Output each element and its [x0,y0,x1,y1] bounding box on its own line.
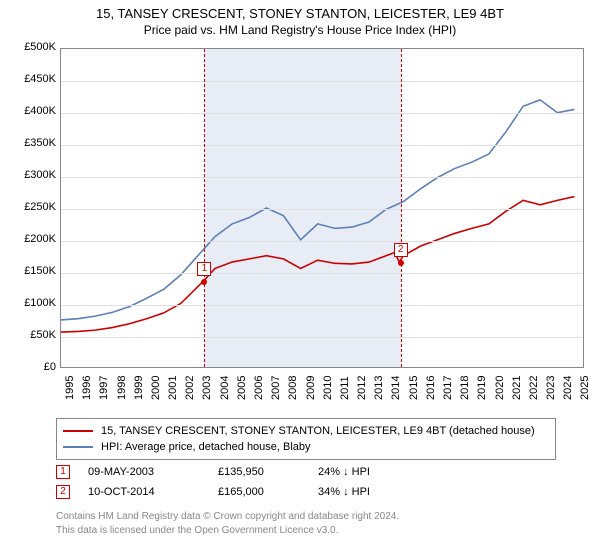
x-axis-label: 1995 [64,376,76,400]
x-axis-label: 2025 [579,376,591,400]
x-axis-label: 2018 [459,376,471,400]
legend-swatch-property [63,430,93,432]
x-axis-label: 2022 [528,376,540,400]
transaction-row: 2 10-OCT-2014 £165,000 34% ↓ HPI [56,482,556,502]
credit-line-2: This data is licensed under the Open Gov… [56,524,399,538]
gridline-h [61,209,583,210]
chart-title-block: 15, TANSEY CRESCENT, STONEY STANTON, LEI… [0,0,600,41]
gridline-h [61,273,583,274]
x-axis-label: 2006 [253,376,265,400]
y-axis-label: £200K [8,233,56,245]
x-axis-label: 2009 [305,376,317,400]
transaction-pct: 34% ↓ HPI [318,486,418,498]
x-axis-label: 2015 [408,376,420,400]
credit-text: Contains HM Land Registry data © Crown c… [56,510,399,537]
transaction-table: 1 09-MAY-2003 £135,950 24% ↓ HPI 2 10-OC… [56,462,556,502]
legend-row-hpi: HPI: Average price, detached house, Blab… [63,439,549,455]
transaction-date: 10-OCT-2014 [88,486,218,498]
x-axis-label: 1997 [98,376,110,400]
transaction-vline [204,49,205,367]
x-axis-label: 2008 [287,376,299,400]
y-axis-label: £50K [8,329,56,341]
chart: 12 £0£50K£100K£150K£200K£250K£300K£350K£… [8,44,592,404]
y-axis-label: £500K [8,41,56,53]
y-axis-label: £350K [8,137,56,149]
x-axis-label: 2019 [476,376,488,400]
x-axis-label: 2001 [167,376,179,400]
x-axis-label: 2004 [219,376,231,400]
transaction-row: 1 09-MAY-2003 £135,950 24% ↓ HPI [56,462,556,482]
transaction-marker-1: 1 [56,465,70,479]
x-axis-label: 2007 [270,376,282,400]
y-axis-label: £400K [8,105,56,117]
transaction-date: 09-MAY-2003 [88,466,218,478]
gridline-h [61,81,583,82]
x-axis-label: 2000 [150,376,162,400]
credit-line-1: Contains HM Land Registry data © Crown c… [56,510,399,524]
x-axis-label: 1999 [133,376,145,400]
plot-area: 12 [60,48,584,368]
x-axis-label: 2014 [390,376,402,400]
y-axis-label: £300K [8,169,56,181]
x-axis-label: 2016 [425,376,437,400]
legend-box: 15, TANSEY CRESCENT, STONEY STANTON, LEI… [56,418,556,460]
gridline-h [61,113,583,114]
transaction-marker-box: 1 [197,262,211,276]
x-axis-label: 2003 [201,376,213,400]
gridline-h [61,177,583,178]
y-axis-label: £250K [8,201,56,213]
x-axis-label: 1998 [116,376,128,400]
x-axis-label: 2012 [356,376,368,400]
transaction-marker-box: 2 [394,243,408,257]
x-axis-label: 2010 [322,376,334,400]
chart-title-main: 15, TANSEY CRESCENT, STONEY STANTON, LEI… [0,6,600,21]
legend-swatch-hpi [63,446,93,448]
y-axis-label: £100K [8,297,56,309]
x-axis-label: 2013 [373,376,385,400]
x-axis-label: 2023 [545,376,557,400]
x-axis-label: 1996 [81,376,93,400]
gridline-h [61,241,583,242]
x-axis-label: 2002 [184,376,196,400]
x-axis-label: 2020 [494,376,506,400]
legend-label-property: 15, TANSEY CRESCENT, STONEY STANTON, LEI… [101,425,535,437]
x-axis-label: 2011 [339,376,351,400]
transaction-pct: 24% ↓ HPI [318,466,418,478]
x-axis-label: 2021 [511,376,523,400]
chart-title-sub: Price paid vs. HM Land Registry's House … [0,23,600,37]
gridline-h [61,145,583,146]
legend-row-property: 15, TANSEY CRESCENT, STONEY STANTON, LEI… [63,423,549,439]
y-axis-label: £150K [8,265,56,277]
transaction-price: £165,000 [218,486,318,498]
y-axis-label: £450K [8,73,56,85]
gridline-h [61,305,583,306]
gridline-h [61,337,583,338]
chart-lines [61,49,583,367]
transaction-dot [398,260,404,266]
transaction-price: £135,950 [218,466,318,478]
y-axis-label: £0 [8,361,56,373]
transaction-vline [401,49,402,367]
x-axis-label: 2005 [236,376,248,400]
transaction-dot [201,279,207,285]
transaction-marker-2: 2 [56,485,70,499]
legend-label-hpi: HPI: Average price, detached house, Blab… [101,441,311,453]
x-axis-label: 2024 [562,376,574,400]
x-axis-label: 2017 [442,376,454,400]
series-line-property [61,197,574,332]
